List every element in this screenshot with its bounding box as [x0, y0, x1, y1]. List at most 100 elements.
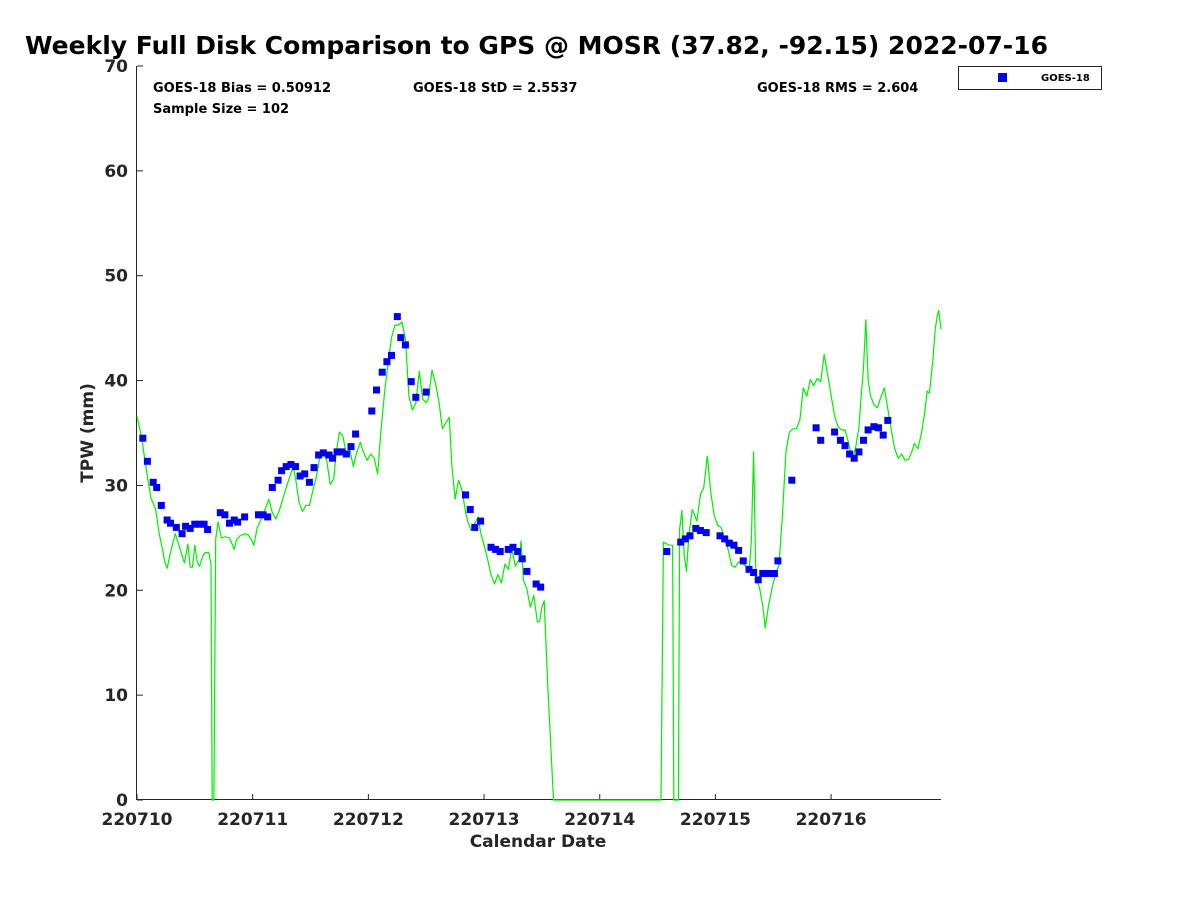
goes-18-point	[157, 501, 165, 509]
legend-box	[958, 66, 1102, 90]
goes-18-point	[186, 524, 194, 532]
goes-18-point	[817, 436, 825, 444]
goes-18-point	[492, 545, 500, 553]
goes-18-point	[812, 424, 820, 432]
y-tick-label: 40	[104, 372, 128, 392]
goes-18-point	[172, 523, 180, 531]
goes-18-point	[274, 476, 282, 484]
stat-sample-size: Sample Size = 102	[153, 102, 289, 117]
goes-series	[139, 313, 892, 591]
goes-18-point	[875, 424, 882, 432]
x-tick-label: 220711	[217, 810, 288, 830]
goes-18-point	[537, 583, 545, 591]
goes-18-point	[315, 451, 323, 459]
goes-18-point	[518, 555, 526, 563]
goes-18-point	[696, 527, 704, 534]
goes-18-point	[864, 426, 872, 434]
goes-18-point	[692, 524, 700, 532]
x-tick-label: 220714	[564, 810, 635, 830]
goes-18-point	[750, 569, 758, 576]
x-axis-ticks: 220710 220711 220712 220713 220714 220715 2207…	[102, 794, 867, 830]
goes-18-point	[305, 478, 313, 486]
y-tick-label: 10	[104, 686, 128, 706]
x-tick-label: 220712	[333, 810, 404, 830]
goes-18-point	[477, 517, 485, 525]
goes-18-point	[514, 548, 522, 555]
goes-18-point	[178, 530, 186, 538]
goes-18-point	[301, 470, 309, 478]
goes-18-point	[342, 450, 350, 458]
y-tick-label: 70	[104, 57, 128, 77]
goes-18-point	[221, 511, 229, 519]
goes-18-point	[347, 443, 355, 451]
goes-18-point	[278, 467, 286, 475]
goes-18-point	[200, 520, 208, 528]
goes-18-point	[139, 434, 147, 442]
goes-18-point	[292, 463, 299, 471]
goes-18-point	[836, 436, 844, 444]
goes-18-point	[255, 511, 262, 519]
goes-18-point	[333, 448, 341, 456]
goes-18-point	[149, 478, 157, 486]
goes-18-point	[368, 407, 376, 415]
goes-18-point	[677, 538, 685, 546]
goes-18-point	[241, 513, 249, 521]
gps-series-line	[136, 309, 942, 801]
goes-18-point	[759, 570, 767, 577]
goes-18-point	[234, 518, 242, 526]
goes-18-point	[329, 454, 336, 462]
goes-18-point	[496, 548, 504, 555]
y-axis-label: TPW (mm)	[78, 383, 98, 483]
goes-18-point	[739, 557, 747, 565]
goes-18-point	[730, 541, 738, 549]
goes-18-point	[310, 464, 318, 472]
goes-18-point	[422, 388, 430, 396]
goes-18-point	[681, 535, 689, 543]
goes-18-point	[663, 548, 671, 555]
plot-area	[136, 66, 941, 800]
goes-18-point	[373, 386, 380, 394]
y-tick-label: 0	[116, 791, 128, 811]
goes-18-point	[191, 520, 199, 528]
goes-18-point	[721, 535, 729, 543]
goes-18-point	[716, 532, 724, 540]
goes-18-point	[401, 341, 409, 349]
gps-series	[136, 309, 942, 801]
goes-18-point	[855, 448, 863, 456]
goes-18-point	[831, 428, 839, 436]
goes-18-point	[407, 378, 415, 386]
goes-18-point	[259, 511, 267, 519]
goes-18-point	[287, 461, 295, 468]
goes-18-point	[841, 442, 849, 450]
goes-18-point	[462, 491, 469, 499]
goes-18-point	[388, 351, 395, 359]
goes-18-point	[487, 543, 495, 551]
goes-18-point	[735, 546, 743, 554]
goes-18-point	[282, 463, 290, 471]
goes-18-point	[393, 313, 401, 321]
goes-18-point	[268, 484, 276, 491]
y-tick-label: 30	[104, 476, 128, 496]
goes-18-point	[770, 570, 778, 577]
legend-label-goes-18: GOES-18	[1041, 73, 1090, 84]
goes-18-point	[143, 457, 151, 465]
goes-18-point	[879, 431, 887, 439]
goes-18-point	[378, 368, 386, 376]
goes-18-point	[204, 526, 212, 533]
y-axis-ticks: 0 10 20 30 40 50 60 70	[104, 57, 143, 811]
goes-18-point	[182, 522, 190, 530]
goes-18-point	[397, 334, 405, 342]
legend-marker-goes-18	[998, 73, 1007, 82]
goes-18-point	[745, 565, 753, 573]
goes-18-point	[846, 450, 854, 458]
stat-rms: GOES-18 RMS = 2.604	[757, 81, 918, 96]
x-tick-label: 220716	[796, 810, 867, 830]
y-tick-label: 50	[104, 267, 128, 287]
goes-18-point	[523, 567, 531, 575]
goes-18-point	[352, 430, 360, 438]
y-tick-label: 60	[104, 162, 128, 182]
goes-18-point	[860, 436, 867, 444]
goes-18-point	[504, 545, 512, 553]
goes-18-point	[466, 506, 474, 513]
